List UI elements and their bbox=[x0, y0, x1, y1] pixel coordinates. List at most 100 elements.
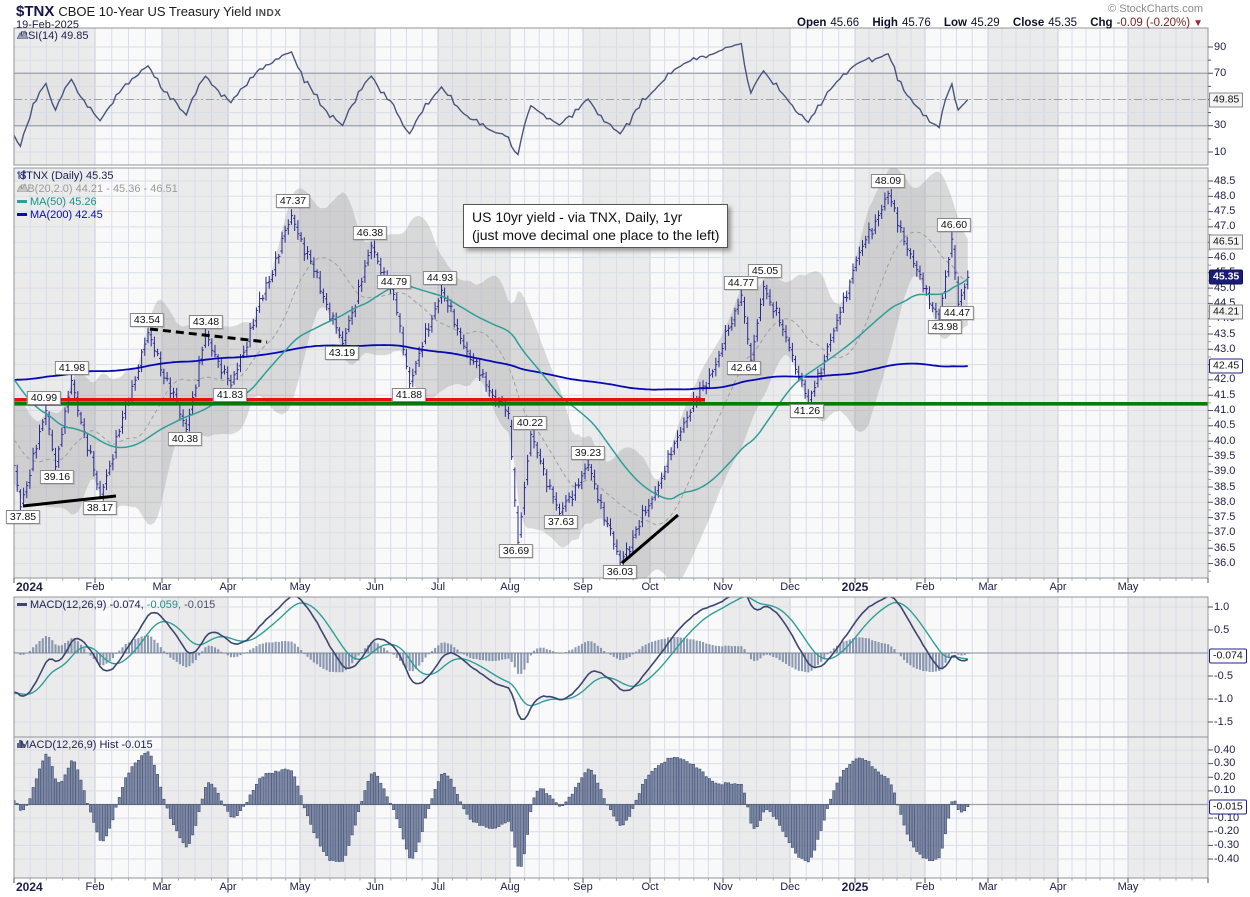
x-axis-month-label: Apr bbox=[1049, 581, 1067, 593]
price-label: 36.03 bbox=[602, 565, 638, 579]
low-label: Low bbox=[943, 17, 967, 29]
price-label: 41.83 bbox=[212, 388, 248, 402]
x-axis-month-label: Nov bbox=[713, 881, 733, 893]
x-axis-month-label: Jul bbox=[430, 581, 446, 593]
quote-bar: Open 45.66 High 45.76 Low 45.29 Close 45.35 … bbox=[787, 17, 1203, 29]
x-axis-month-label: 2024 bbox=[16, 580, 43, 594]
price-label: 43.98 bbox=[927, 320, 963, 334]
y-axis-tick: 46.0 bbox=[1214, 251, 1236, 263]
price-legend-ma50: MA(50) 45.26 bbox=[17, 196, 97, 208]
x-axis-month-label: 2025 bbox=[841, 580, 869, 594]
x-axis-month-label: Mar bbox=[978, 881, 998, 893]
rsi-legend: RSI(14) 49.85 bbox=[17, 30, 88, 42]
price-label: 39.23 bbox=[570, 446, 606, 460]
high-label: High bbox=[872, 17, 898, 29]
y-axis-tick: 36.0 bbox=[1214, 557, 1236, 569]
y-axis-tick: -0.40 bbox=[1214, 852, 1240, 865]
macd-legend: MACD(12,26,9) -0.074, -0.059, -0.015 bbox=[17, 599, 215, 611]
x-axis-month-label: Mar bbox=[152, 581, 172, 593]
x-axis-month-label: Feb bbox=[85, 881, 105, 893]
open-label: Open bbox=[797, 17, 827, 29]
price-label: 44.47 bbox=[939, 306, 975, 320]
price-label: 44.77 bbox=[723, 276, 759, 290]
price-label: 46.38 bbox=[352, 226, 388, 240]
price-label: 43.54 bbox=[129, 313, 165, 327]
close-label: Close bbox=[1012, 17, 1045, 29]
x-axis-month-label: Sep bbox=[573, 881, 593, 893]
y-axis-tick: 39.0 bbox=[1214, 465, 1236, 478]
price-label: 44.79 bbox=[376, 275, 412, 289]
x-axis-month-label: Aug bbox=[500, 581, 520, 593]
y-axis-tick: 43.5 bbox=[1214, 327, 1236, 340]
ma200-line bbox=[14, 344, 968, 391]
symbol-label: $TNX bbox=[16, 3, 55, 20]
price-label: 45.05 bbox=[747, 264, 783, 278]
price-label: 41.98 bbox=[54, 361, 90, 375]
low-value: 45.29 bbox=[970, 17, 1000, 29]
exchange-label: INDX bbox=[255, 8, 282, 19]
x-axis-month-label: Apr bbox=[219, 881, 237, 893]
price-label: 38.17 bbox=[82, 501, 118, 515]
y-axis-tick: 44.5 bbox=[1214, 296, 1236, 309]
price-legend-symbol: $TNX (Daily) 45.35 bbox=[17, 170, 114, 182]
x-axis-month-label: Feb bbox=[915, 581, 935, 593]
y-axis-tick: -0.10 bbox=[1214, 811, 1240, 824]
x-axis-month-label: Aug bbox=[500, 881, 520, 893]
price-label: 36.69 bbox=[498, 544, 534, 558]
chart-header: $TNX CBOE 10-Year US Treasury Yield INDX bbox=[16, 3, 281, 21]
x-axis-month-label: Feb bbox=[85, 581, 105, 593]
axis-value-box: 42.45 bbox=[1209, 358, 1244, 374]
y-axis-tick: 37.5 bbox=[1214, 511, 1236, 524]
y-axis-tick: -0.30 bbox=[1214, 838, 1240, 851]
price-label: 40.22 bbox=[512, 416, 548, 430]
y-axis-tick: 40.5 bbox=[1214, 419, 1236, 432]
y-axis-tick: 0.40 bbox=[1214, 743, 1236, 756]
y-axis-tick: 47.0 bbox=[1214, 220, 1236, 233]
ma50-line bbox=[14, 278, 969, 500]
x-axis-month-label: Dec bbox=[780, 581, 800, 593]
high-value: 45.76 bbox=[901, 17, 931, 29]
price-series bbox=[14, 168, 970, 578]
price-legend-ma200: MA(200) 42.45 bbox=[17, 209, 103, 221]
price-label: 41.26 bbox=[789, 404, 825, 418]
y-axis-tick: 40.0 bbox=[1214, 434, 1236, 447]
axis-value-box: 44.21 bbox=[1209, 304, 1244, 320]
price-label: 37.63 bbox=[543, 515, 579, 529]
ma200-line-icon bbox=[17, 213, 27, 216]
price-label: 43.19 bbox=[324, 346, 360, 360]
y-axis-tick: 45.0 bbox=[1214, 281, 1236, 294]
chart-date: 19-Feb-2025 bbox=[16, 19, 79, 31]
y-axis-tick: 0.5 bbox=[1214, 623, 1230, 636]
price-label: 43.48 bbox=[188, 315, 224, 329]
y-axis-tick: -1.5 bbox=[1214, 715, 1233, 728]
open-value: 45.66 bbox=[830, 17, 860, 29]
x-axis-month-label: Dec bbox=[780, 881, 800, 893]
price-label: 40.38 bbox=[167, 432, 203, 446]
y-axis-tick: 37.0 bbox=[1214, 526, 1236, 539]
axis-value-box: 46.51 bbox=[1209, 234, 1244, 250]
x-axis-month-label: Apr bbox=[219, 581, 237, 593]
price-label: 40.99 bbox=[26, 391, 62, 405]
x-axis-month-label: May bbox=[1117, 881, 1139, 893]
y-axis-tick: 70 bbox=[1214, 66, 1227, 79]
x-axis-month-label: Oct bbox=[641, 581, 659, 593]
rsi-series bbox=[14, 42, 969, 156]
x-axis-month-label: Jul bbox=[430, 881, 446, 893]
macd-line-icon bbox=[17, 603, 27, 606]
price-legend-bb: BB(20,2.0) 44.21 - 45.36 - 46.51 bbox=[17, 183, 178, 195]
y-axis-tick: 39.5 bbox=[1214, 449, 1236, 462]
y-axis-tick: 48.5 bbox=[1214, 174, 1236, 187]
y-axis-tick: 90 bbox=[1214, 40, 1227, 53]
y-axis-tick: 47.5 bbox=[1214, 205, 1236, 218]
price-label: 46.60 bbox=[936, 218, 972, 232]
solid-trendline bbox=[22, 494, 117, 508]
y-axis-tick: -0.20 bbox=[1214, 825, 1240, 838]
macd-hist-series bbox=[14, 751, 970, 867]
annotation-note-line2: (just move decimal one place to the left… bbox=[472, 227, 720, 243]
chg-dropdown-icon[interactable]: ▼ bbox=[1193, 18, 1203, 29]
x-axis-month-label: Jun bbox=[366, 881, 384, 893]
solid-trendline bbox=[621, 513, 679, 565]
y-axis-tick: -1.0 bbox=[1214, 692, 1233, 705]
y-axis-tick: 0.20 bbox=[1214, 770, 1236, 783]
